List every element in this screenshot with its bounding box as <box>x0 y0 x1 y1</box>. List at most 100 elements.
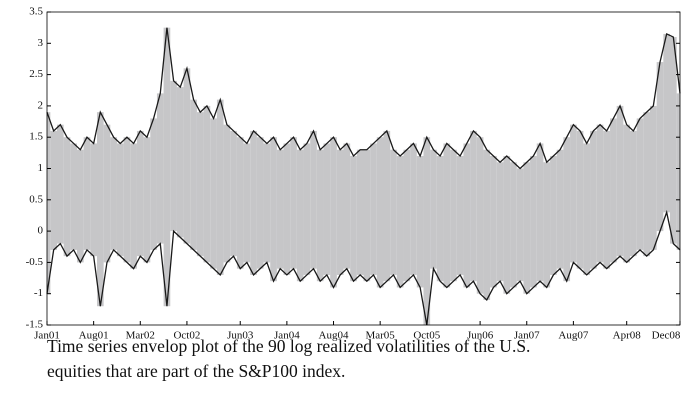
envelope-band <box>296 149 304 282</box>
envelope-band <box>316 149 324 282</box>
envelope-band <box>403 149 411 282</box>
x-tick-label: Jan04 <box>274 330 300 342</box>
envelope-band <box>356 149 364 275</box>
y-tick-label: -1 <box>34 287 43 299</box>
envelope-band <box>350 155 357 282</box>
envelope-band <box>216 99 224 275</box>
envelope-band <box>616 105 624 257</box>
envelope-band <box>410 143 417 275</box>
envelope-band <box>543 162 551 288</box>
envelope-band <box>396 155 404 288</box>
envelope-line <box>46 27 681 170</box>
envelope-band <box>530 155 537 288</box>
x-tick-label: Mar02 <box>126 330 155 342</box>
envelope-band <box>370 143 377 275</box>
envelope-band <box>330 137 337 288</box>
x-tick-label: Aug07 <box>558 330 588 342</box>
envelope-band <box>663 33 671 213</box>
envelope-band <box>603 130 611 269</box>
envelope-band <box>76 149 84 263</box>
envelope-band <box>376 137 384 288</box>
y-tick-label: 3 <box>38 37 44 49</box>
envelope-band <box>143 137 151 263</box>
envelope-band <box>250 130 257 275</box>
envelope-band <box>196 112 204 257</box>
envelope-band <box>670 37 677 244</box>
envelope-band <box>230 130 237 257</box>
envelope-band <box>436 155 444 282</box>
envelope-band <box>583 143 591 275</box>
x-tick-label: Aug01 <box>79 330 109 342</box>
envelope-band <box>550 155 557 275</box>
envelope-band <box>450 149 457 282</box>
envelope-band <box>536 143 544 282</box>
envelope-band <box>556 149 564 269</box>
envelope-band <box>110 137 117 250</box>
caption: Time series envelop plot of the 90 log r… <box>47 336 530 356</box>
envelope-band <box>276 149 284 269</box>
envelope-band <box>243 143 251 263</box>
x-tick-label: Jun06 <box>467 330 494 342</box>
envelope-band <box>496 162 504 282</box>
envelope-band <box>523 162 531 294</box>
envelope-band <box>203 105 211 263</box>
envelope-line <box>46 209 681 326</box>
envelope-band <box>676 93 680 250</box>
envelope-band <box>136 130 144 257</box>
envelope-band <box>456 155 464 275</box>
envelope-band <box>70 143 77 250</box>
envelope-band <box>270 137 277 282</box>
envelope-band <box>123 137 131 263</box>
envelope-band <box>130 143 137 269</box>
envelope-band <box>636 118 644 250</box>
envelope-band <box>90 143 97 257</box>
x-tick-label: Jan01 <box>34 330 60 342</box>
envelope-band <box>96 112 104 307</box>
envelope-band <box>623 124 631 263</box>
envelope-band <box>50 130 57 250</box>
envelope-band <box>170 80 177 232</box>
envelope-band <box>56 124 64 244</box>
y-tick-label: 1.5 <box>29 131 43 143</box>
envelope-band <box>423 137 431 325</box>
envelope-band <box>656 62 664 232</box>
envelope-band <box>643 112 651 257</box>
caption: equities that are part of the S&P100 ind… <box>47 361 345 381</box>
envelope-band <box>103 124 111 263</box>
x-tick-label: Oct05 <box>413 330 440 342</box>
y-tick-label: 2.5 <box>29 68 43 80</box>
envelope-band <box>336 149 344 275</box>
envelope-band <box>116 143 124 257</box>
envelope-band <box>416 155 424 288</box>
envelope-band <box>156 93 164 244</box>
envelope-band <box>483 149 491 300</box>
envelope-band <box>430 149 437 269</box>
y-tick-label: 3.5 <box>29 6 43 18</box>
y-tick-label: -0.5 <box>26 256 44 268</box>
x-tick-label: Jun03 <box>227 330 254 342</box>
envelope-band <box>596 124 604 263</box>
envelope-band <box>223 124 231 263</box>
x-tick-label: Dec08 <box>652 330 681 342</box>
envelope-band <box>503 155 511 294</box>
envelope-band <box>576 130 584 269</box>
envelope-band <box>210 118 217 269</box>
envelope-band <box>363 149 371 282</box>
envelope-band <box>256 137 264 269</box>
x-tick-label: Jan07 <box>514 330 540 342</box>
envelope-band <box>650 105 657 250</box>
y-tick-label: 0 <box>38 225 44 237</box>
envelope-band <box>510 162 517 288</box>
envelope-band <box>150 118 157 250</box>
envelope-band <box>563 137 571 282</box>
envelope-band <box>263 143 271 263</box>
envelope-band <box>383 130 391 282</box>
x-tick-label: Oct02 <box>173 330 200 342</box>
y-tick-label: 0.5 <box>29 193 43 205</box>
envelope-band <box>303 143 311 275</box>
y-tick-label: -1.5 <box>26 319 44 331</box>
envelope-band <box>63 137 71 257</box>
envelope-band <box>176 87 184 238</box>
envelope-band <box>610 118 617 263</box>
